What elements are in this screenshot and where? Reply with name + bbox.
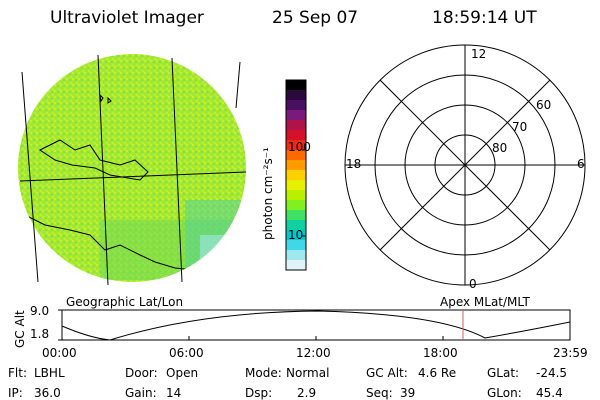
gcalt-label: GC Alt: xyxy=(366,366,408,380)
colorbar-swatch xyxy=(286,190,306,201)
flt-label: Flt: xyxy=(8,366,27,380)
orbit-axis-label: GC Alt xyxy=(13,310,27,348)
glat-value: -24.5 xyxy=(536,366,568,380)
orbit-time-2: 12:00 xyxy=(296,346,331,360)
colorbar-swatch xyxy=(286,220,306,231)
colorbar-swatch xyxy=(286,170,306,181)
gain-value: 14 xyxy=(166,386,182,400)
colorbar-swatch xyxy=(286,180,306,191)
orbit-alt-high: 9.0 xyxy=(30,304,50,318)
colorbar-swatch xyxy=(286,110,306,121)
colorbar-tick-10: 10 xyxy=(288,228,304,242)
orbit-altitude-plot xyxy=(58,309,571,341)
colorbar-swatch xyxy=(286,200,306,211)
door-value: Open xyxy=(166,366,199,380)
mlt-6-label: 6 xyxy=(577,157,585,171)
colorbar-swatch xyxy=(286,210,306,221)
colorbar-swatch xyxy=(286,240,306,251)
colorbar-swatch xyxy=(286,230,306,241)
orbit-time-4: 23:59 xyxy=(553,346,588,360)
glat-label: GLat: xyxy=(487,366,520,380)
colorbar-swatch xyxy=(286,260,306,271)
orbit-time-1: 06:00 xyxy=(169,346,204,360)
mode-value: Normal xyxy=(286,366,330,380)
ip-label: IP: xyxy=(8,386,23,400)
orbit-alt-low: 1.8 xyxy=(30,327,50,341)
mlt-18-label: 18 xyxy=(346,157,362,171)
color-bar xyxy=(285,79,307,271)
seq-value: 39 xyxy=(400,386,416,400)
observation-date: 25 Sep 07 xyxy=(272,8,359,28)
flt-value: LBHL xyxy=(34,366,65,380)
colorbar-unit-label: photon cm⁻²s⁻¹ xyxy=(261,147,275,240)
right-panel-caption: Apex MLat/MLT xyxy=(440,295,530,309)
orbit-time-3: 18:00 xyxy=(423,346,458,360)
colorbar-swatch xyxy=(286,120,306,131)
colorbar-swatch xyxy=(286,100,306,111)
mlt-12-label: 12 xyxy=(471,47,487,61)
ip-value: 36.0 xyxy=(34,386,61,400)
mlat-80-label: 80 xyxy=(492,141,508,155)
colorbar-swatch xyxy=(286,80,306,91)
colorbar-swatch xyxy=(286,140,306,151)
gcalt-value: 4.6 Re xyxy=(418,366,457,380)
dsp-label: Dsp: xyxy=(245,386,273,400)
colorbar-tick-100: 100 xyxy=(288,140,311,154)
colorbar-swatch xyxy=(286,250,306,261)
colorbar-swatch xyxy=(286,130,306,141)
mlat-60-label: 60 xyxy=(536,98,552,112)
glon-value: 45.4 xyxy=(536,386,563,400)
mlt-0-label: 0 xyxy=(469,277,477,291)
gain-label: Gain: xyxy=(125,386,157,400)
uv-image-disk xyxy=(18,54,247,286)
colorbar-swatch xyxy=(286,150,306,161)
mlat-70-label: 70 xyxy=(512,120,528,134)
dsp-value: 2.9 xyxy=(297,386,317,400)
colorbar-frame xyxy=(285,79,307,271)
mode-label: Mode: xyxy=(245,366,282,380)
left-panel-caption: Geographic Lat/Lon xyxy=(66,295,184,309)
door-label: Door: xyxy=(125,366,158,380)
glon-label: GLon: xyxy=(487,386,522,400)
colorbar-swatch xyxy=(286,160,306,171)
instrument-title: Ultraviolet Imager xyxy=(50,8,204,28)
seq-label: Seq: xyxy=(366,386,393,400)
colorbar-swatch xyxy=(286,90,306,101)
observation-time: 18:59:14 UT xyxy=(432,8,537,28)
polar-grid xyxy=(344,44,586,286)
orbit-time-0: 00:00 xyxy=(42,346,77,360)
